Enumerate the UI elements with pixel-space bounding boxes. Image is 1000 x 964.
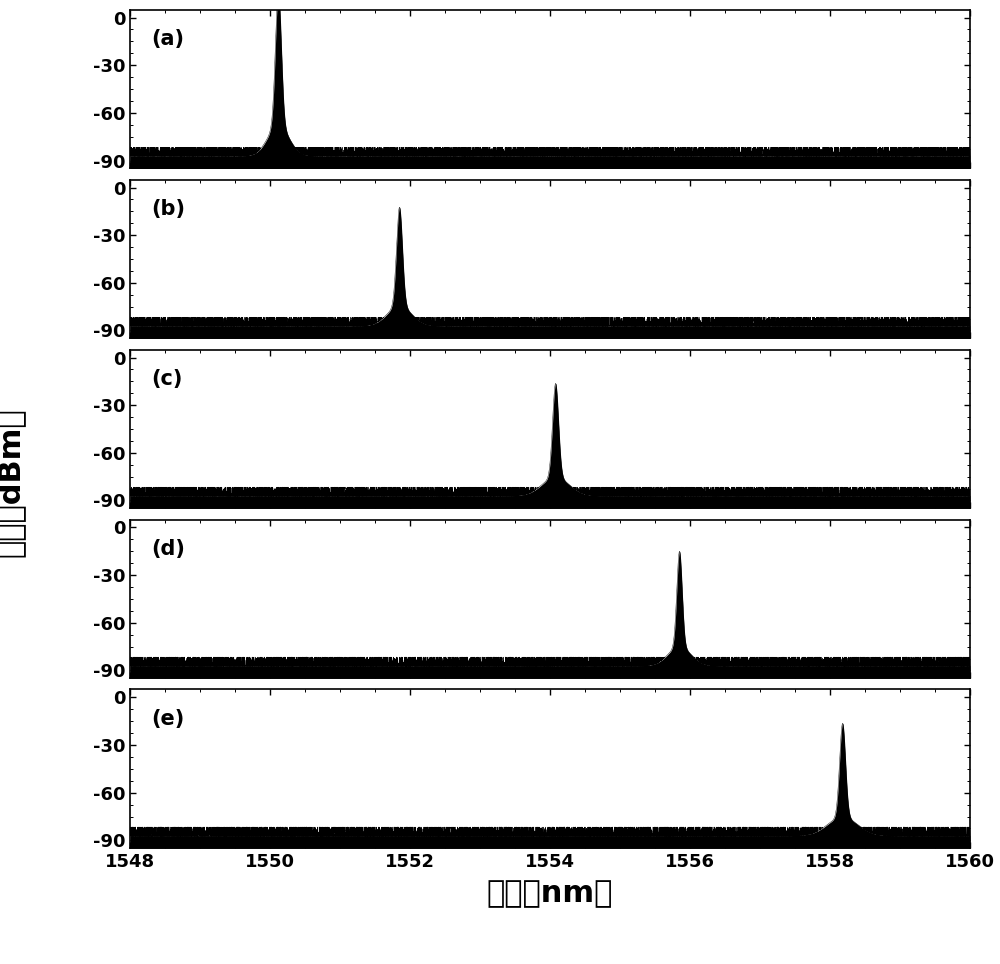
Text: 功率（dBm）: 功率（dBm） bbox=[0, 407, 25, 557]
Text: (c): (c) bbox=[151, 368, 182, 388]
X-axis label: 波長（nm）: 波長（nm） bbox=[487, 879, 613, 908]
Text: (d): (d) bbox=[151, 539, 185, 558]
Text: (b): (b) bbox=[151, 199, 185, 219]
Text: (a): (a) bbox=[151, 29, 184, 49]
Text: (e): (e) bbox=[151, 709, 184, 729]
